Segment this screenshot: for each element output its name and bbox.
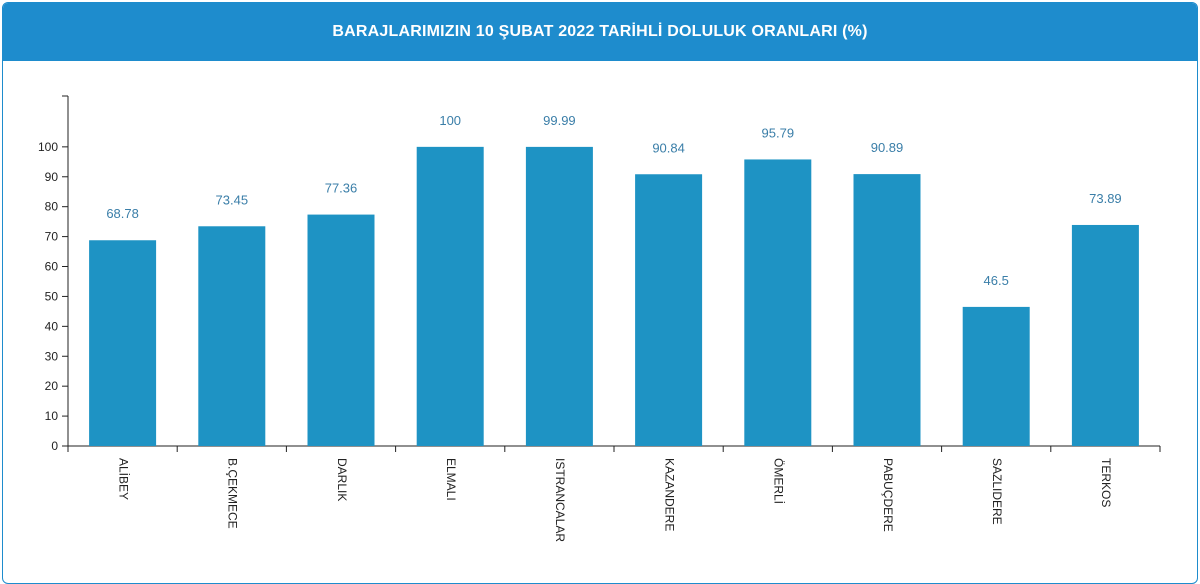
data-label: 95.79 [762, 125, 795, 140]
y-tick-label: 60 [45, 260, 59, 274]
y-tick-label: 80 [45, 200, 59, 214]
bar [962, 306, 1030, 446]
bar [416, 146, 484, 446]
category-label: PABUÇDERE [881, 458, 895, 532]
data-label: 100 [439, 113, 461, 128]
y-tick-label: 40 [45, 319, 59, 333]
category-label: ÖMERLİ [772, 458, 786, 504]
y-tick-label: 50 [45, 289, 59, 303]
data-label: 73.89 [1089, 191, 1122, 206]
y-tick-label: 70 [45, 230, 59, 244]
chart-title: BARAJLARIMIZIN 10 ŞUBAT 2022 TARİHLİ DOL… [3, 3, 1197, 61]
data-label: 68.78 [106, 206, 139, 221]
bar [198, 226, 266, 446]
y-tick-label: 10 [45, 409, 59, 423]
category-label: DARLIK [335, 458, 349, 501]
category-label: KAZANDERE [662, 458, 676, 531]
y-tick-label: 0 [51, 439, 58, 453]
bar [744, 159, 812, 446]
data-label: 46.5 [984, 273, 1009, 288]
category-label: ISTRANCALAR [553, 458, 567, 542]
bar [853, 174, 921, 446]
category-label: TERKOS [1099, 458, 1113, 507]
bar [89, 240, 157, 446]
y-tick-label: 100 [38, 140, 58, 154]
bar [525, 146, 593, 446]
category-label: ALİBEY [116, 458, 130, 500]
bar [1071, 224, 1139, 446]
data-label: 90.84 [652, 140, 685, 155]
data-label: 90.89 [871, 140, 904, 155]
y-tick-label: 90 [45, 170, 59, 184]
bar-chart: 0 10 20 30 40 50 60 70 80 90 100 68.78 ALİBEY 73.45 B.… [38, 95, 1161, 542]
category-label: ELMALI [444, 458, 458, 501]
bar [635, 174, 703, 446]
y-tick-label: 30 [45, 349, 59, 363]
bar [307, 214, 375, 446]
data-label: 77.36 [325, 181, 358, 196]
data-label: 73.45 [216, 192, 249, 207]
y-tick-label: 20 [45, 379, 59, 393]
category-label: SAZLIDERE [990, 458, 1004, 525]
category-label: B.ÇEKMECE [226, 458, 240, 529]
data-label: 99.99 [543, 113, 576, 128]
